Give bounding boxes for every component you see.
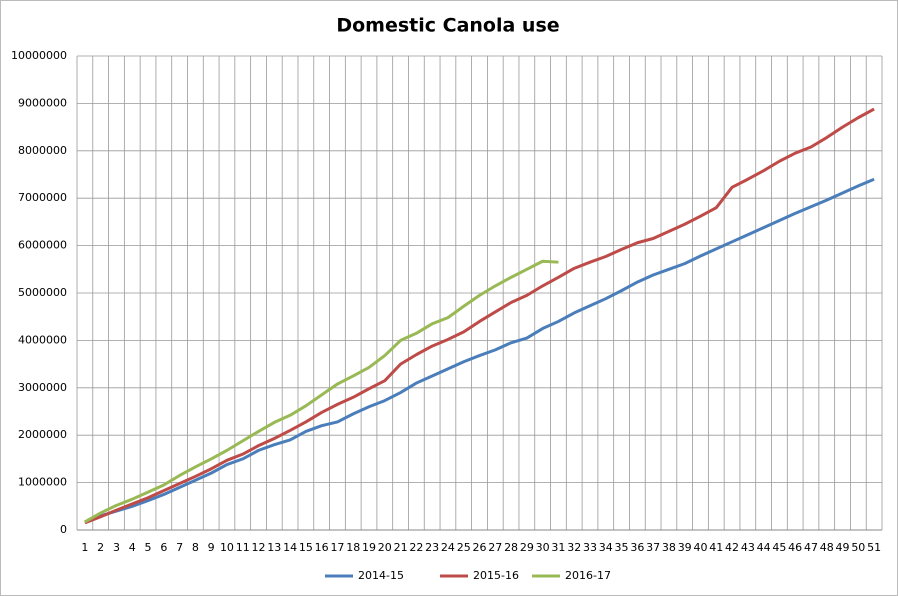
x-tick-label: 35	[615, 541, 629, 554]
x-tick-label: 30	[536, 541, 550, 554]
x-tick-label: 50	[851, 541, 865, 554]
x-tick-label: 21	[394, 541, 408, 554]
y-tick-label: 5000000	[18, 286, 67, 299]
x-tick-label: 41	[709, 541, 723, 554]
x-tick-label: 46	[788, 541, 802, 554]
series-line	[84, 107, 875, 525]
x-tick-label: 49	[836, 541, 850, 554]
x-tick-label: 23	[425, 541, 439, 554]
x-tick-label: 14	[283, 541, 297, 554]
y-tick-label: 0	[60, 523, 67, 536]
x-tick-label: 48	[820, 541, 834, 554]
x-tick-label: 12	[252, 541, 266, 554]
x-tick-label: 45	[772, 541, 786, 554]
x-tick-label: 36	[630, 541, 644, 554]
y-tick-label: 2000000	[18, 428, 67, 441]
legend-label: 2014-15	[358, 569, 404, 582]
series-line	[84, 259, 559, 524]
x-tick-label: 27	[488, 541, 502, 554]
x-tick-label: 26	[473, 541, 487, 554]
x-tick-label: 38	[662, 541, 676, 554]
y-tick-label: 1000000	[18, 476, 67, 489]
x-tick-label: 16	[315, 541, 329, 554]
x-tick-label: 1	[81, 541, 88, 554]
x-tick-label: 18	[346, 541, 360, 554]
legend-label: 2016-17	[565, 569, 611, 582]
x-tick-label: 2	[97, 541, 104, 554]
y-tick-label: 4000000	[18, 333, 67, 346]
x-tick-label: 42	[725, 541, 739, 554]
x-tick-label: 39	[678, 541, 692, 554]
x-tick-label: 19	[362, 541, 376, 554]
x-tick-label: 20	[378, 541, 392, 554]
chart-title: Domestic Canola use	[336, 15, 559, 37]
x-tick-label: 5	[145, 541, 152, 554]
x-tick-label: 28	[504, 541, 518, 554]
y-tick-label: 7000000	[18, 191, 67, 204]
x-tick-label: 4	[129, 541, 136, 554]
x-tick-label: 37	[646, 541, 660, 554]
x-tick-label: 7	[176, 541, 183, 554]
x-tick-label: 13	[267, 541, 281, 554]
x-tick-label: 24	[441, 541, 455, 554]
x-tick-label: 51	[867, 541, 881, 554]
x-tick-label: 22	[409, 541, 423, 554]
y-tick-label: 10000000	[11, 49, 67, 62]
x-tick-label: 17	[330, 541, 344, 554]
y-tick-label: 6000000	[18, 239, 67, 252]
x-tick-label: 40	[693, 541, 707, 554]
x-tick-label: 43	[741, 541, 755, 554]
x-tick-label: 32	[567, 541, 581, 554]
x-tick-label: 34	[599, 541, 613, 554]
x-tick-label: 3	[113, 541, 120, 554]
x-tick-label: 8	[192, 541, 199, 554]
x-tick-label: 47	[804, 541, 818, 554]
x-tick-label: 25	[457, 541, 471, 554]
x-tick-label: 9	[208, 541, 215, 554]
x-tick-label: 33	[583, 541, 597, 554]
legend-label: 2015-16	[473, 569, 519, 582]
x-tick-label: 44	[757, 541, 771, 554]
x-tick-label: 11	[236, 541, 250, 554]
y-tick-label: 8000000	[18, 144, 67, 157]
x-tick-label: 15	[299, 541, 313, 554]
series-line	[84, 177, 875, 524]
x-tick-label: 10	[220, 541, 234, 554]
y-tick-label: 9000000	[18, 96, 67, 109]
y-tick-label: 3000000	[18, 381, 67, 394]
x-tick-label: 31	[551, 541, 565, 554]
x-tick-label: 29	[520, 541, 534, 554]
x-tick-label: 6	[160, 541, 167, 554]
